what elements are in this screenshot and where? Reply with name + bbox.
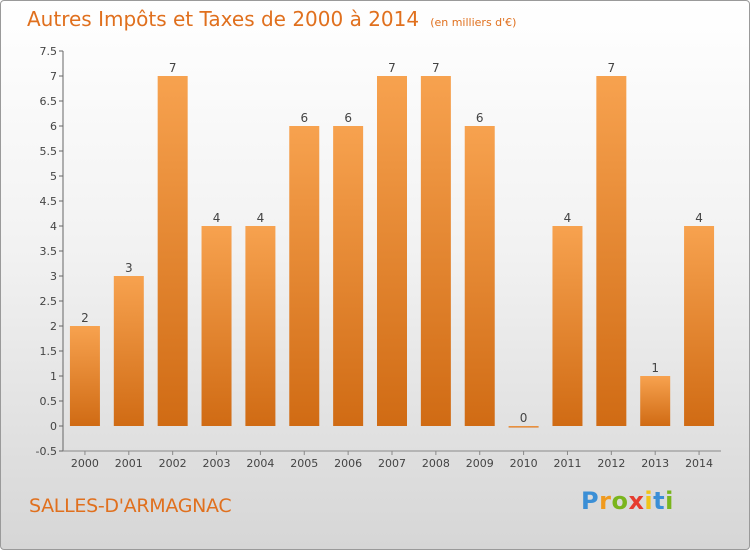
x-tick-label: 2001 <box>115 457 143 470</box>
logo-letter: o <box>611 487 629 515</box>
x-tick-label: 2014 <box>685 457 713 470</box>
axes: -0.5 0 0.5 1 1.5 2 2.5 3 3.5 4 4.5 5 5.5 6 6.5 7 7.5 2000… <box>36 45 721 470</box>
x-tick-label: 2000 <box>71 457 99 470</box>
chart-title: Autres Impôts et Taxes de 2000 à 2014 <box>27 7 420 31</box>
chart-subtitle: (en milliers d'€) <box>430 16 517 29</box>
bar-value-label: 3 <box>125 261 133 275</box>
bar-value-label: 1 <box>651 361 659 375</box>
y-tick-label: 6.5 <box>40 95 58 108</box>
bar <box>113 276 144 426</box>
x-tick-label: 2005 <box>290 457 318 470</box>
y-tick-label: 2 <box>50 320 57 333</box>
bar-value-label: 4 <box>213 211 221 225</box>
x-tick-label: 2010 <box>510 457 538 470</box>
y-tick-label: 3.5 <box>40 245 58 258</box>
x-tick-label: 2003 <box>203 457 231 470</box>
bar-value-label: 7 <box>608 61 616 75</box>
y-tick-label: 7.5 <box>40 45 58 58</box>
x-tick-label: 2008 <box>422 457 450 470</box>
x-tick-label: 2009 <box>466 457 494 470</box>
bar <box>201 226 232 426</box>
bar <box>69 326 100 426</box>
city-name: SALLES-D'ARMAGNAC <box>29 495 232 517</box>
y-tick-label: 4 <box>50 220 57 233</box>
y-tick-label: 0.5 <box>40 395 58 408</box>
bar <box>508 426 539 428</box>
x-tick-label: 2006 <box>334 457 362 470</box>
bars: 2 3 7 4 4 6 6 7 7 6 0 4 7 1 4 <box>69 61 715 428</box>
x-tick-label: 2002 <box>159 457 187 470</box>
bar <box>552 226 583 426</box>
bar <box>157 76 188 426</box>
bar <box>377 76 407 426</box>
title-row: Autres Impôts et Taxes de 2000 à 2014 (e… <box>27 7 516 31</box>
bar <box>464 126 495 426</box>
bar-value-label: 6 <box>344 111 352 125</box>
y-tick-label: 7 <box>50 70 57 83</box>
logo-letter: i <box>665 487 674 515</box>
proxiti-logo: Proxiti <box>581 487 674 515</box>
y-tick-label: 3 <box>50 270 57 283</box>
x-tick-label: 2004 <box>246 457 274 470</box>
bar-value-label: 2 <box>81 311 89 325</box>
x-tick-label: 2011 <box>553 457 581 470</box>
y-tick-label: -0.5 <box>36 445 57 458</box>
bar-value-label: 4 <box>695 211 703 225</box>
logo-letter: r <box>599 487 612 515</box>
y-tick-label: 4.5 <box>40 195 58 208</box>
x-tick-label: 2007 <box>378 457 406 470</box>
y-tick-label: 1.5 <box>40 345 58 358</box>
bar-value-label: 7 <box>432 61 440 75</box>
bar <box>289 126 320 426</box>
bar <box>596 76 627 426</box>
bar <box>333 126 364 426</box>
bar <box>420 76 451 426</box>
y-tick-label: 2.5 <box>40 295 58 308</box>
bar <box>245 226 276 426</box>
bar <box>640 376 671 426</box>
logo-letter: i <box>644 487 654 515</box>
bar <box>684 226 715 426</box>
bar-value-label: 7 <box>169 61 177 75</box>
y-tick-label: 1 <box>50 370 57 383</box>
x-tick-label: 2013 <box>641 457 669 470</box>
y-tick-label: 5.5 <box>40 145 58 158</box>
y-tick-label: 5 <box>50 170 57 183</box>
logo-letter: t <box>653 487 666 515</box>
bar-value-label: 4 <box>257 211 265 225</box>
bar-value-label: 7 <box>388 61 396 75</box>
y-tick-label: 0 <box>50 420 57 433</box>
bar-value-label: 6 <box>476 111 484 125</box>
bar-value-label: 6 <box>300 111 308 125</box>
logo-letter: P <box>581 487 600 515</box>
y-tick-label: 6 <box>50 120 57 133</box>
bar-value-label: 0 <box>520 411 528 425</box>
bar-value-label: 4 <box>564 211 572 225</box>
x-tick-label: 2012 <box>597 457 625 470</box>
logo-letter: x <box>628 487 645 515</box>
